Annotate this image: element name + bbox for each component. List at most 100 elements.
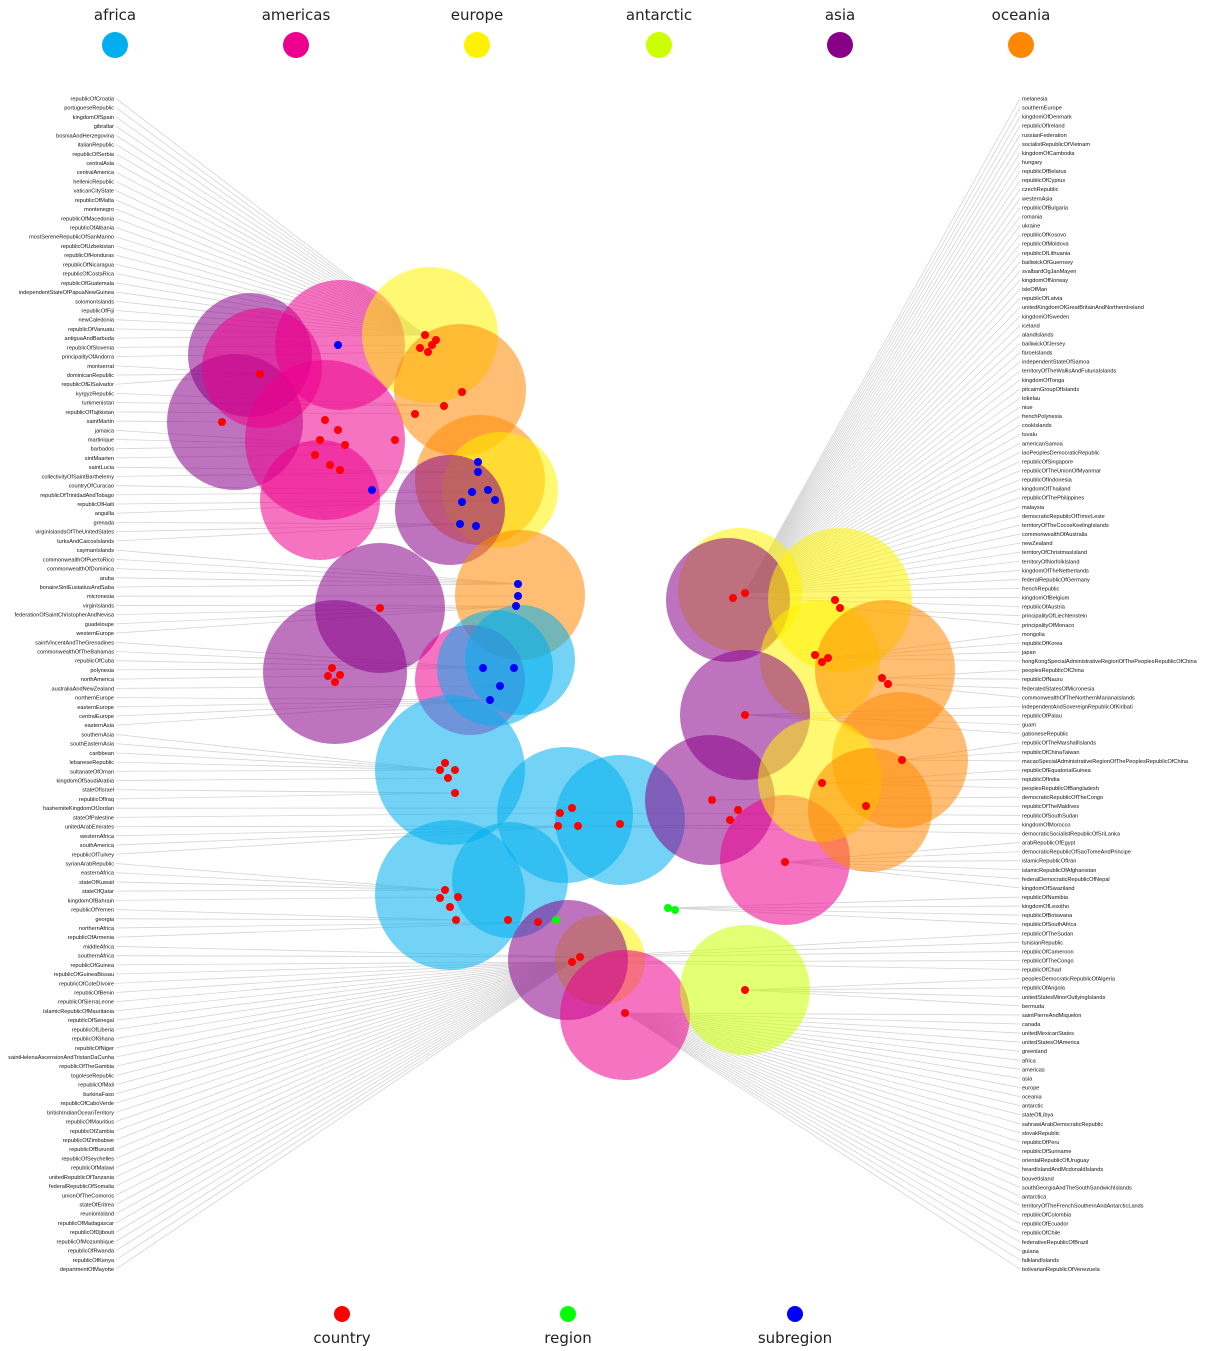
country-node[interactable] (451, 766, 459, 774)
country-node[interactable] (328, 664, 336, 672)
country-node[interactable] (432, 336, 440, 344)
country-node[interactable] (574, 822, 582, 830)
americas-bubble[interactable] (260, 440, 380, 560)
subregion-node[interactable] (486, 696, 494, 704)
country-node[interactable] (576, 953, 584, 961)
region-node[interactable] (552, 916, 560, 924)
asia-bubble[interactable] (395, 455, 505, 565)
country-node[interactable] (452, 916, 460, 924)
country-node[interactable] (568, 958, 576, 966)
legend-swatch-europe[interactable] (464, 32, 490, 58)
country-node[interactable] (336, 466, 344, 474)
country-node[interactable] (218, 418, 226, 426)
country-node[interactable] (421, 331, 429, 339)
subregion-node[interactable] (496, 682, 504, 690)
country-node[interactable] (256, 370, 264, 378)
country-node[interactable] (331, 678, 339, 686)
country-node[interactable] (884, 680, 892, 688)
country-node[interactable] (324, 672, 332, 680)
legend-swatch-oceania[interactable] (1008, 32, 1034, 58)
country-node[interactable] (454, 893, 462, 901)
country-node[interactable] (411, 410, 419, 418)
country-node[interactable] (440, 402, 448, 410)
country-node[interactable] (616, 820, 624, 828)
legend-swatch-country[interactable] (334, 1306, 350, 1322)
country-node[interactable] (341, 441, 349, 449)
subregion-node[interactable] (514, 592, 522, 600)
country-node[interactable] (416, 344, 424, 352)
country-node[interactable] (862, 802, 870, 810)
country-node[interactable] (836, 604, 844, 612)
country-node[interactable] (824, 654, 832, 662)
oceania-bubble[interactable] (808, 748, 932, 872)
country-node[interactable] (741, 986, 749, 994)
country-node[interactable] (729, 594, 737, 602)
country-node[interactable] (831, 596, 839, 604)
country-node[interactable] (376, 604, 384, 612)
country-node[interactable] (741, 711, 749, 719)
country-node[interactable] (504, 916, 512, 924)
country-node[interactable] (568, 804, 576, 812)
subregion-node[interactable] (474, 458, 482, 466)
country-node[interactable] (326, 461, 334, 469)
country-node[interactable] (441, 886, 449, 894)
country-node[interactable] (898, 756, 906, 764)
country-node[interactable] (621, 1009, 629, 1017)
country-node[interactable] (311, 451, 319, 459)
country-node[interactable] (444, 774, 452, 782)
africa-bubble[interactable] (465, 605, 575, 715)
country-node[interactable] (781, 858, 789, 866)
link-line (115, 558, 519, 585)
subregion-node[interactable] (479, 664, 487, 672)
country-node[interactable] (554, 822, 562, 830)
subregion-node[interactable] (474, 468, 482, 476)
country-node[interactable] (424, 348, 432, 356)
legend-swatch-asia[interactable] (827, 32, 853, 58)
country-node[interactable] (818, 779, 826, 787)
country-node[interactable] (818, 658, 826, 666)
country-node[interactable] (534, 918, 542, 926)
subregion-node[interactable] (484, 486, 492, 494)
country-node[interactable] (436, 894, 444, 902)
subregion-node[interactable] (334, 341, 342, 349)
country-node[interactable] (556, 809, 564, 817)
subregion-node[interactable] (458, 498, 466, 506)
subregion-node[interactable] (514, 580, 522, 588)
asia-bubble[interactable] (263, 600, 407, 744)
legend-swatch-africa[interactable] (102, 32, 128, 58)
subregion-node[interactable] (510, 664, 518, 672)
right-node-label: principalityOfLiechtenstein (1022, 614, 1087, 620)
subregion-node[interactable] (468, 488, 476, 496)
legend-swatch-americas[interactable] (283, 32, 309, 58)
subregion-node[interactable] (368, 486, 376, 494)
country-node[interactable] (708, 796, 716, 804)
subregion-node[interactable] (456, 520, 464, 528)
legend-label-africa: africa (94, 6, 136, 24)
subregion-node[interactable] (512, 602, 520, 610)
country-node[interactable] (316, 436, 324, 444)
left-node-label: republicOfNicaragua (63, 262, 115, 268)
legend-swatch-antarctic[interactable] (646, 32, 672, 58)
country-node[interactable] (451, 789, 459, 797)
subregion-node[interactable] (491, 496, 499, 504)
country-node[interactable] (734, 806, 742, 814)
country-node[interactable] (391, 436, 399, 444)
asia-bubble[interactable] (666, 538, 790, 662)
legend-swatch-region[interactable] (560, 1306, 576, 1322)
country-node[interactable] (446, 903, 454, 911)
country-node[interactable] (334, 426, 342, 434)
region-node[interactable] (671, 906, 679, 914)
legend-swatch-subregion[interactable] (787, 1306, 803, 1322)
country-node[interactable] (811, 651, 819, 659)
country-node[interactable] (321, 416, 329, 424)
region-node[interactable] (664, 904, 672, 912)
country-node[interactable] (878, 674, 886, 682)
subregion-node[interactable] (472, 522, 480, 530)
africa-bubble[interactable] (375, 695, 525, 845)
country-node[interactable] (726, 816, 734, 824)
country-node[interactable] (436, 766, 444, 774)
country-node[interactable] (441, 759, 449, 767)
country-node[interactable] (741, 589, 749, 597)
country-node[interactable] (336, 671, 344, 679)
country-node[interactable] (458, 388, 466, 396)
